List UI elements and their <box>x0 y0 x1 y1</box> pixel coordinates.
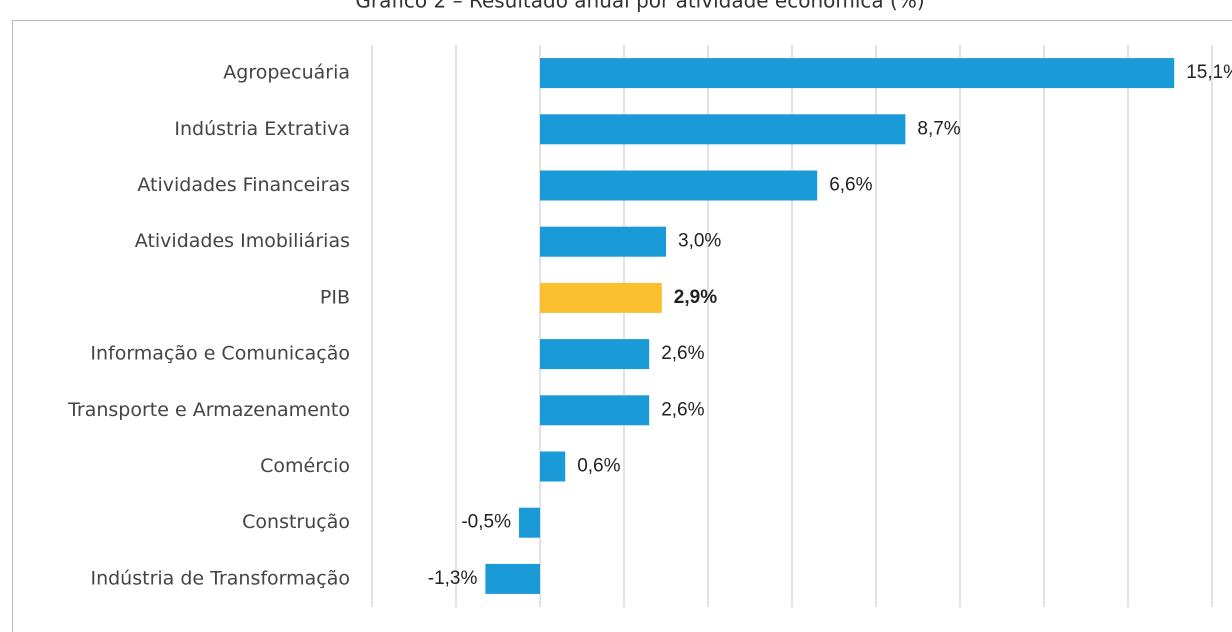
value-label: 3,0% <box>678 231 721 252</box>
bar <box>540 226 666 257</box>
value-label: 8,7% <box>917 118 960 139</box>
bar <box>540 58 1175 89</box>
value-label: 2,9% <box>674 287 717 308</box>
y-tick-label: Atividades Financeiras <box>137 174 350 196</box>
y-tick-label: Construção <box>242 511 350 533</box>
chart-frame <box>12 20 1232 632</box>
bar <box>540 451 566 482</box>
bar <box>540 395 650 426</box>
bar <box>540 339 650 370</box>
value-label: -1,3% <box>428 568 478 589</box>
y-tick-label: Indústria Extrativa <box>174 118 350 140</box>
y-tick-label: Agropecuária <box>223 62 350 84</box>
chart-title: Gráfico 2 – Resultado anual por atividad… <box>355 0 924 13</box>
y-tick-label: Atividades Imobiliárias <box>135 230 350 252</box>
value-label: 15,1% <box>1186 62 1232 83</box>
value-label: 2,6% <box>661 343 704 364</box>
value-label: 0,6% <box>577 456 620 477</box>
y-tick-label: Comércio <box>260 455 350 477</box>
value-label: -0,5% <box>461 512 511 533</box>
y-tick-label: Transporte e Armazenamento <box>67 399 350 421</box>
bar <box>540 282 662 313</box>
bar <box>540 114 906 145</box>
y-tick-label: PIB <box>320 286 350 308</box>
y-tick-label: Indústria de Transformação <box>90 567 350 589</box>
bar <box>485 563 540 594</box>
value-label: 2,6% <box>661 399 704 420</box>
bar <box>519 507 540 538</box>
y-tick-label: Informação e Comunicação <box>90 343 350 365</box>
bar <box>540 170 818 201</box>
value-label: 6,6% <box>829 175 872 196</box>
